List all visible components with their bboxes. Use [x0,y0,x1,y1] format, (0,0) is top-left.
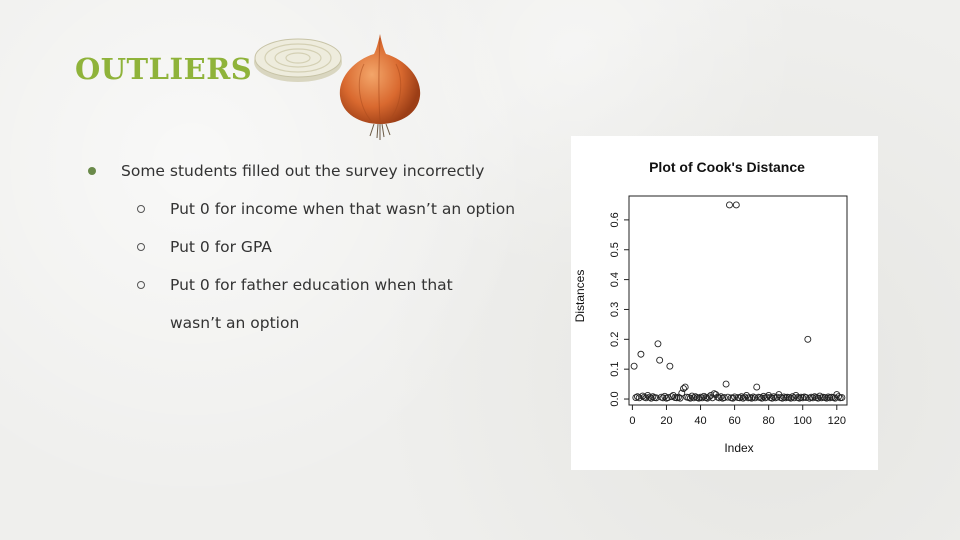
data-point [737,393,745,401]
data-point [715,394,723,402]
data-point [717,393,725,401]
data-point [656,356,664,364]
data-point [753,383,761,391]
data-point [835,393,842,401]
y-tick-label: 0.6 [609,212,621,227]
data-point [751,394,759,402]
slide-title: OUTLIERS [75,52,253,86]
data-point [705,393,713,401]
y-tick-label: 0.1 [609,362,621,377]
x-tick-label: 0 [629,415,635,427]
chart-svg: Plot of Cook's Distance Index Distances … [573,159,848,455]
data-point [731,393,739,401]
x-tick-label: 20 [660,415,672,427]
data-point [823,394,831,402]
data-point [659,394,667,402]
bullet-circle-icon [137,243,145,251]
data-point [681,383,689,391]
sub-bullet-text: Put 0 for father education when that was… [170,276,453,332]
data-point [748,394,756,402]
data-point [661,392,669,400]
data-point [732,201,740,209]
sub-bullet-item: Put 0 for father education when that was… [88,266,500,342]
plot-frame [628,195,848,406]
data-point [688,392,696,400]
data-point [630,362,638,370]
y-tick-label: 0.2 [609,332,621,347]
data-point [690,394,698,402]
data-point [804,335,812,343]
sub-bullet-text: Put 0 for GPA [170,238,272,256]
onion-slice-icon [254,38,342,82]
data-point [814,394,822,402]
chart-title: Plot of Cook's Distance [649,159,805,175]
data-point [724,393,732,401]
data-point [741,393,749,401]
data-point [654,340,662,348]
data-point [635,394,643,402]
data-point [666,362,674,370]
data-point [831,394,839,402]
bullet-circle-icon [137,205,145,213]
y-tick-label: 0.5 [609,242,621,257]
data-point [634,393,641,401]
data-point [637,350,645,358]
data-point [700,392,708,400]
bullet-circle-icon [137,281,145,289]
x-tick-label: 100 [794,415,812,427]
data-point [778,394,786,402]
data-point [758,394,766,402]
x-tick-label: 80 [763,415,775,427]
data-point [816,392,824,400]
bullet-dot-icon [88,167,96,175]
data-point [729,394,737,402]
x-tick-label: 120 [828,415,846,427]
data-point [652,394,660,402]
y-tick-label: 0.0 [609,391,621,406]
data-point [726,201,733,209]
sub-bullet-text: Put 0 for income when that wasn’t an opt… [170,200,516,218]
data-point [680,385,687,393]
data-point [760,392,767,400]
data-point [647,394,655,402]
data-point [676,394,684,402]
data-point [720,394,728,401]
bullet-list: Some students filled out the survey inco… [88,152,528,342]
bullet-item: Some students filled out the survey inco… [88,152,528,190]
bullet-text: Some students filled out the survey inco… [121,162,485,180]
y-tick-label: 0.3 [609,302,621,317]
data-point [668,393,676,401]
cooks-distance-chart: Plot of Cook's Distance Index Distances … [571,136,878,470]
x-axis-label: Index [724,441,753,455]
data-point [686,394,694,402]
data-point [698,394,706,402]
x-tick-label: 40 [694,415,706,427]
y-tick-label: 0.4 [609,272,621,287]
sub-bullet-item: Put 0 for GPA [88,228,528,266]
onion-icon [339,34,421,140]
data-point [838,394,846,401]
y-axis-label: Distances [573,270,587,323]
data-point [722,380,730,388]
data-point [768,394,776,402]
sub-bullet-item: Put 0 for income when that wasn’t an opt… [88,190,528,228]
data-point [809,394,817,402]
data-point [789,393,796,401]
data-point [763,393,771,401]
data-point [678,389,686,397]
x-tick-label: 60 [728,415,740,427]
data-point [639,392,647,400]
data-point [736,394,744,402]
data-point [802,394,810,401]
